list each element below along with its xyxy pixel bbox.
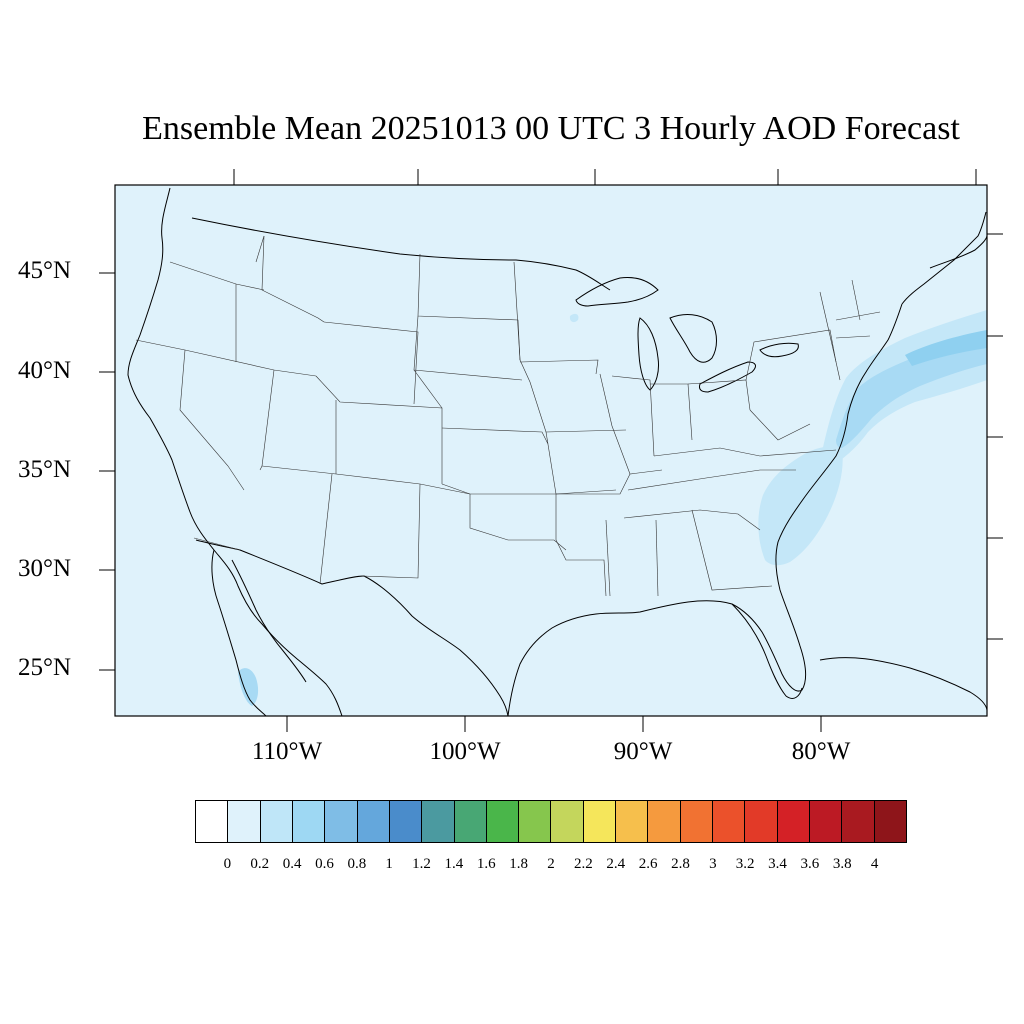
map-title: Ensemble Mean 20251013 00 UTC 3 Hourly A… xyxy=(142,110,960,147)
colorbar-swatch xyxy=(422,801,455,842)
colorbar-swatch xyxy=(228,801,261,842)
colorbar-tick-label: 3.8 xyxy=(832,856,852,872)
colorbar-tick-label: 0 xyxy=(223,856,232,872)
colorbar-swatch xyxy=(809,801,843,842)
colorbar-tick-label: 3 xyxy=(709,856,717,872)
aod-plume-southeast xyxy=(758,446,843,566)
colorbar-swatch xyxy=(325,801,358,842)
colorbar-swatch xyxy=(713,801,746,842)
colorbar-swatch xyxy=(389,801,423,842)
colorbar-swatch xyxy=(680,801,713,842)
aod-plume-northeast-core xyxy=(905,330,987,366)
latitude-label-45n: 45°N xyxy=(18,257,72,284)
lake-huron xyxy=(669,314,717,363)
colorbar-swatch xyxy=(648,801,681,842)
longitude-label-90w: 90°W xyxy=(613,738,673,765)
latitude-label-40n: 40°N xyxy=(18,357,72,384)
map-frame xyxy=(114,184,988,717)
colorbar-tick-label: 1.8 xyxy=(509,856,528,872)
aod-plume-midatlantic-core xyxy=(836,338,987,448)
colorbar-tick-label: 1.6 xyxy=(476,856,496,872)
latitude-label-25n: 25°N xyxy=(18,654,72,681)
latitude-label-35n: 35°N xyxy=(18,456,72,483)
colorbar-tick-label: 0.4 xyxy=(282,856,302,872)
colorbar-swatch xyxy=(292,801,326,842)
colorbar-swatch xyxy=(260,801,293,842)
longitude-label-110w: 110°W xyxy=(251,738,323,765)
colorbar-swatch xyxy=(745,801,778,842)
colorbar-swatch xyxy=(583,801,617,842)
colorbar-swatch xyxy=(874,801,906,842)
colorbar-tick-label: 0.8 xyxy=(347,856,367,872)
new-england-coast xyxy=(901,211,987,305)
lake-michigan xyxy=(637,317,659,391)
gulf-coast xyxy=(507,303,903,717)
cuba xyxy=(819,657,988,711)
nova-scotia xyxy=(929,235,988,269)
colorbar-swatch xyxy=(196,801,229,842)
colorbar-tick-label: 0.2 xyxy=(250,856,270,872)
colorbar-tick-label: 3.4 xyxy=(768,856,787,872)
great-lakes xyxy=(575,277,799,393)
state-boundaries xyxy=(135,235,881,597)
colorbar-tick-label: 2 xyxy=(547,856,555,872)
colorbar-swatch xyxy=(777,801,810,842)
aod-plume-ohio-valley xyxy=(569,313,579,323)
colorbar-swatch xyxy=(486,801,520,842)
pacific-coastline xyxy=(127,187,343,717)
colorbar-tick-label: 4 xyxy=(870,856,879,872)
colorbar-tick-label: 2.8 xyxy=(671,856,690,872)
colorbar xyxy=(195,800,907,843)
colorbar-swatch xyxy=(842,801,875,842)
coastlines xyxy=(127,187,988,717)
longitude-label-80w: 80°W xyxy=(791,738,851,765)
canada-us-border xyxy=(191,217,611,291)
colorbar-tick-label: 2.4 xyxy=(606,856,626,872)
lake-ontario xyxy=(759,342,799,358)
florida-peninsula xyxy=(731,603,803,699)
colorbar-tick-label: 2.6 xyxy=(638,856,658,872)
colorbar-tick-label: 0.6 xyxy=(315,856,334,872)
colorbar-tick-label: 3.2 xyxy=(735,856,755,872)
colorbar-tick-label: 3.6 xyxy=(800,856,820,872)
aod-plumes xyxy=(238,310,987,706)
colorbar-tick-label: 1.2 xyxy=(412,856,431,872)
longitude-label-100w: 100°W xyxy=(429,738,501,765)
colorbar-swatch xyxy=(454,801,487,842)
colorbar-tick-label: 1.4 xyxy=(444,856,464,872)
latitude-label-30n: 30°N xyxy=(18,555,72,582)
colorbar-tick-label: 2.2 xyxy=(573,856,593,872)
colorbar-swatch xyxy=(519,801,552,842)
gulf-of-california-east xyxy=(231,559,307,683)
colorbar-swatch xyxy=(616,801,649,842)
baja-peninsula xyxy=(211,549,267,717)
aod-plume-baja xyxy=(238,668,259,706)
colorbar-swatch xyxy=(551,801,584,842)
lake-superior xyxy=(575,277,659,307)
us-mexico-border xyxy=(195,539,509,717)
map-ticks xyxy=(99,169,1003,732)
colorbar-tick-label: 1 xyxy=(385,856,393,872)
colorbar-swatch xyxy=(357,801,390,842)
lake-erie xyxy=(699,361,756,393)
